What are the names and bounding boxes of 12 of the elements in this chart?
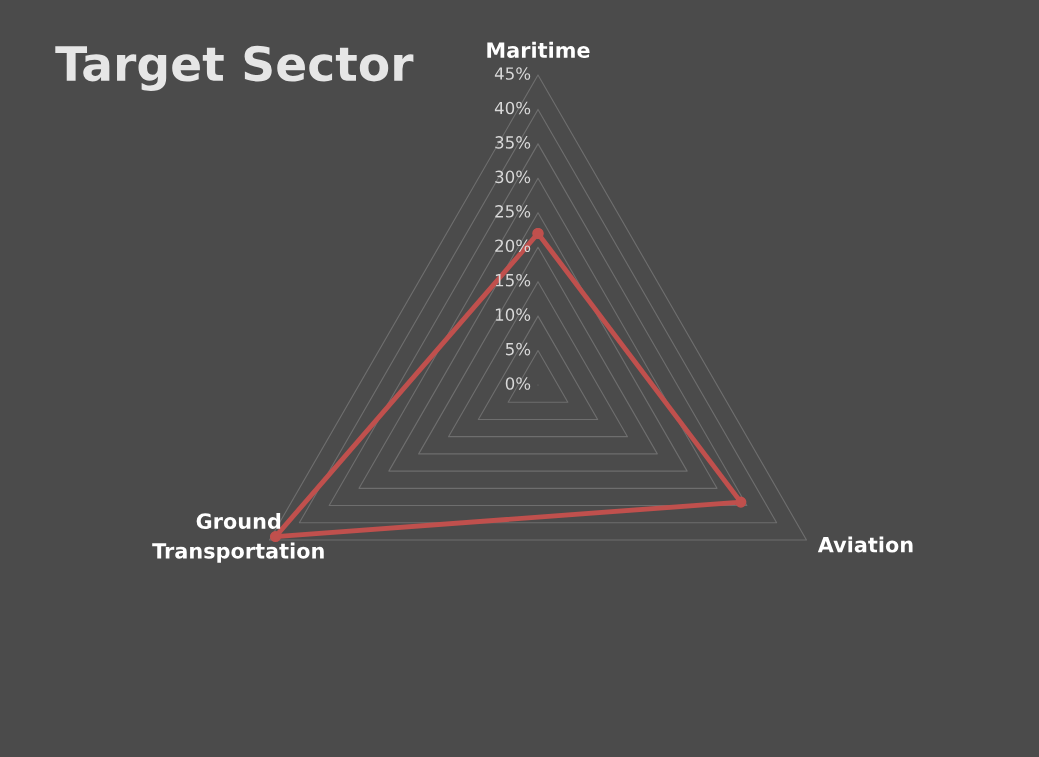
y-tick-label: 5% — [505, 342, 531, 356]
y-tick-label: 10% — [495, 308, 531, 321]
y-tick-label: 0% — [505, 377, 531, 390]
spoke-label: Maritime — [487, 41, 590, 58]
spoke-label: Aviation — [817, 536, 913, 553]
y-tick-label: 45% — [494, 67, 531, 80]
chart-title: Target Sector — [55, 45, 414, 91]
y-tick-label: 25% — [495, 205, 531, 218]
y-tick-label: 30% — [495, 170, 531, 184]
y-tick-label: 40% — [494, 101, 531, 115]
y-tick-label: 35% — [495, 136, 531, 149]
spoke-label: Ground Transportation — [152, 512, 324, 563]
